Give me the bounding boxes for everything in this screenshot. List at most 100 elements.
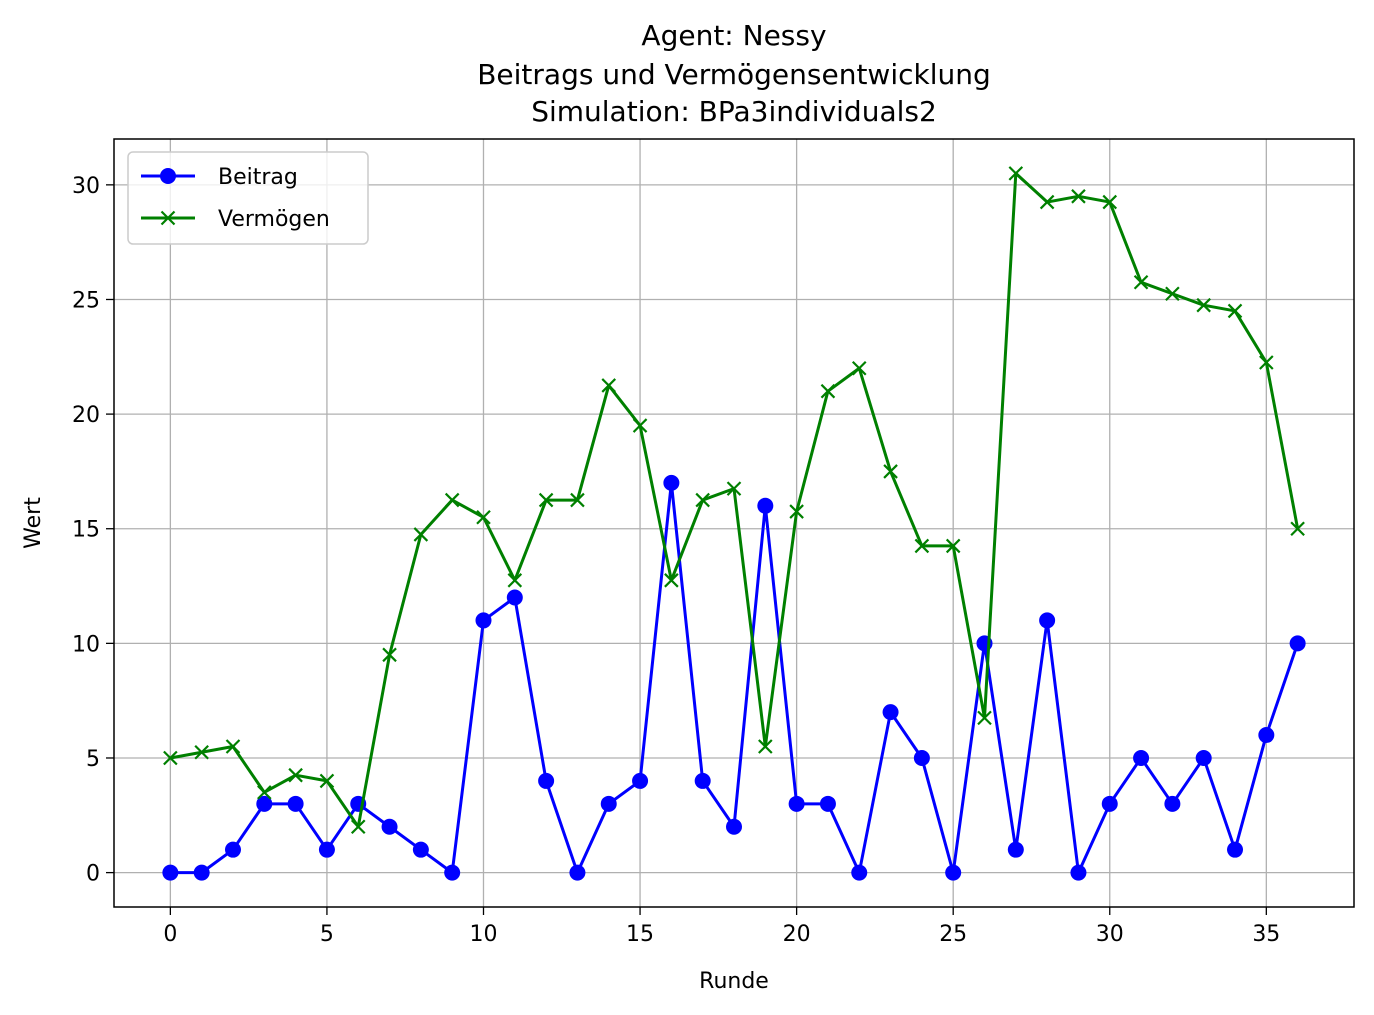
verm-gen-point bbox=[476, 509, 491, 525]
y-tick-label: 15 bbox=[72, 518, 100, 543]
verm-gen-point bbox=[257, 785, 272, 800]
beitrag-point bbox=[945, 864, 962, 881]
legend-label: Beitrag bbox=[218, 165, 298, 190]
beitrag-point bbox=[381, 818, 398, 835]
beitrag-point bbox=[663, 474, 680, 491]
verm-gen-point bbox=[1039, 194, 1055, 210]
series-layer bbox=[162, 166, 1306, 881]
verm-gen-point bbox=[319, 773, 335, 789]
chart-title-line-1: Agent: Nessy bbox=[641, 19, 826, 52]
beitrag-point bbox=[1007, 841, 1024, 858]
beitrag-point bbox=[757, 497, 774, 514]
beitrag-point bbox=[1101, 795, 1118, 812]
legend-item-beitrag: Beitrag bbox=[141, 165, 298, 190]
verm-gen-point bbox=[1196, 297, 1211, 313]
verm-gen-point bbox=[664, 573, 679, 588]
beitrag-point bbox=[1133, 749, 1150, 766]
verm-gen-point bbox=[194, 744, 209, 760]
verm-gen-point bbox=[288, 767, 303, 783]
legend-label: Vermögen bbox=[218, 207, 330, 232]
beitrag-point bbox=[1039, 612, 1056, 629]
verm-gen-point bbox=[851, 360, 867, 376]
verm-gen-point bbox=[1227, 303, 1243, 319]
verm-gen-point bbox=[883, 464, 898, 479]
beitrag-point bbox=[882, 704, 899, 721]
y-tick-label: 0 bbox=[86, 862, 100, 887]
verm-gen-point bbox=[225, 739, 241, 754]
y-axis-label: Wert bbox=[21, 497, 46, 549]
verm-gen-point bbox=[1071, 189, 1086, 204]
verm-gen-point bbox=[977, 710, 992, 726]
verm-gen-point bbox=[507, 573, 523, 588]
verm-gen-point bbox=[914, 538, 930, 554]
beitrag-point bbox=[1164, 795, 1181, 812]
x-tick-label: 0 bbox=[163, 922, 177, 947]
verm-gen-point bbox=[163, 750, 178, 766]
verm-gen-point bbox=[382, 647, 397, 663]
verm-gen-point bbox=[726, 481, 742, 496]
y-tick-label: 25 bbox=[72, 288, 100, 313]
chart-title-line-2: Beitrags und Vermögensentwicklung bbox=[477, 58, 991, 91]
verm-gen-point bbox=[350, 819, 366, 835]
x-tick-label: 10 bbox=[469, 922, 497, 947]
verm-gen-point bbox=[1102, 194, 1118, 210]
legend-items: Beitrag Vermögen bbox=[141, 165, 330, 232]
verm-gen-point bbox=[820, 383, 836, 399]
legend-item-verm-gen: Vermögen bbox=[141, 207, 330, 232]
beitrag-point bbox=[600, 795, 617, 812]
beitrag-point bbox=[224, 841, 241, 858]
verm-gen-point bbox=[632, 418, 648, 433]
legend-marker bbox=[160, 168, 176, 184]
beitrag-point bbox=[913, 749, 930, 766]
verm-gen-point bbox=[444, 492, 460, 508]
x-tick-label: 20 bbox=[783, 922, 811, 947]
beitrag-point bbox=[538, 772, 555, 789]
chart-title-line-3: Simulation: BPa3individuals2 bbox=[531, 95, 937, 128]
beitrag-point bbox=[1258, 727, 1275, 744]
x-tick-label: 25 bbox=[939, 922, 967, 947]
beitrag-point bbox=[1289, 635, 1306, 652]
x-tick-label: 5 bbox=[320, 922, 334, 947]
y-axis-ticks: 0 5 10 15 20 25 30 bbox=[72, 174, 114, 887]
x-tick-label: 35 bbox=[1252, 922, 1280, 947]
beitrag-point bbox=[851, 864, 868, 881]
beitrag-point bbox=[569, 864, 586, 881]
plot-frame bbox=[113, 138, 1355, 908]
x-tick-label: 15 bbox=[626, 922, 654, 947]
y-tick-label: 20 bbox=[72, 403, 100, 428]
beitrag-point bbox=[318, 841, 335, 858]
verm-gen-point bbox=[601, 378, 617, 393]
beitrag-point bbox=[1070, 864, 1087, 881]
beitrag-point bbox=[726, 818, 742, 835]
beitrag-point bbox=[632, 772, 649, 789]
x-axis-ticks: 0 5 10 15 20 25 30 35 bbox=[163, 907, 1280, 947]
legend: Beitrag Vermögen bbox=[127, 151, 369, 245]
verm-gen-point bbox=[538, 492, 554, 508]
verm-gen-point bbox=[1133, 275, 1149, 290]
beitrag-point bbox=[1195, 749, 1212, 766]
x-axis-label: Runde bbox=[699, 969, 769, 994]
beitrag-point bbox=[412, 841, 429, 858]
beitrag-point bbox=[444, 864, 461, 881]
verm-gen-point bbox=[1008, 166, 1024, 181]
beitrag-point bbox=[506, 589, 523, 606]
beitrag-point bbox=[694, 772, 711, 789]
verm-gen-point bbox=[945, 538, 961, 554]
verm-gen-point bbox=[570, 492, 585, 508]
beitrag-point bbox=[162, 864, 179, 881]
y-tick-label: 10 bbox=[72, 632, 100, 657]
legend-marker bbox=[160, 210, 176, 226]
verm-gen-point bbox=[758, 739, 773, 754]
verm-gen-point bbox=[1259, 355, 1274, 370]
verm-gen-point bbox=[695, 492, 710, 508]
verm-gen-point bbox=[413, 527, 429, 542]
y-tick-label: 30 bbox=[72, 174, 100, 199]
beitrag-point bbox=[193, 864, 210, 881]
beitrag-point bbox=[287, 795, 304, 812]
series-beitrag bbox=[162, 474, 1306, 881]
series-verm-gen bbox=[163, 166, 1305, 835]
verm-gen-point bbox=[1290, 521, 1305, 537]
y-tick-label: 5 bbox=[86, 747, 100, 772]
verm-gen-point bbox=[1165, 286, 1180, 302]
